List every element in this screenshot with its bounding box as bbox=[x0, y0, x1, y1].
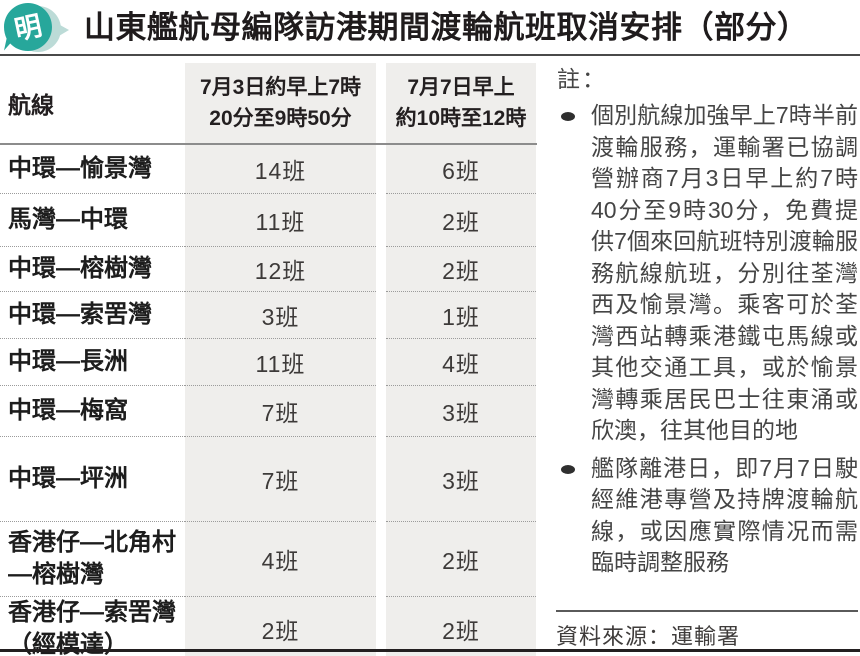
jul7-cancelled-count: 2班 bbox=[386, 246, 536, 291]
jul3-cancelled-count: 11班 bbox=[185, 338, 376, 385]
column-header-jul3: 7月3日約早上7時 20分至9時50分 bbox=[185, 63, 376, 143]
column-gap bbox=[376, 596, 386, 656]
column-gap bbox=[376, 338, 386, 385]
jul7-cancelled-count: 2班 bbox=[386, 521, 536, 596]
jul7-cancelled-count: 3班 bbox=[386, 385, 536, 436]
column-gap bbox=[376, 291, 386, 338]
jul3-cancelled-count: 11班 bbox=[185, 193, 376, 246]
jul7-cancelled-count: 2班 bbox=[386, 193, 536, 246]
column-gap bbox=[376, 436, 386, 521]
route-name: 中環—坪洲 bbox=[0, 436, 185, 521]
jul7-cancelled-count: 1班 bbox=[386, 291, 536, 338]
column-header-route: 航線 bbox=[8, 92, 54, 118]
table-row: 香港仔—北角村 —榕樹灣 4班 2班 bbox=[0, 521, 537, 596]
column-gap bbox=[376, 246, 386, 291]
jul3-cancelled-count: 4班 bbox=[185, 521, 376, 596]
logo-character: 明 bbox=[12, 10, 45, 45]
bottom-divider bbox=[0, 649, 860, 652]
jul7-cancelled-count: 2班 bbox=[386, 596, 536, 656]
jul3-cancelled-count: 14班 bbox=[185, 145, 376, 193]
jul7-cancelled-count: 6班 bbox=[386, 145, 536, 193]
route-name: 中環—愉景灣 bbox=[8, 154, 152, 182]
bullet-icon bbox=[561, 112, 575, 121]
mingpao-logo-icon: 明 bbox=[4, 3, 69, 52]
route-name: 香港仔—索罟灣 （經模達） bbox=[0, 596, 185, 656]
note-item: 艦隊離港日，即7月7日駛經維港專營及持牌渡輪航線，或因應實際情况而需臨時調整服務 bbox=[557, 453, 858, 579]
route-name: 中環—索罟灣 bbox=[0, 291, 185, 338]
jul3-cancelled-count: 2班 bbox=[185, 596, 376, 656]
page-title: 山東艦航母編隊訪港期間渡輪航班取消安排（部分） bbox=[84, 10, 809, 45]
table-row: 中環—索罟灣 3班 1班 bbox=[0, 291, 537, 338]
note-text: 個別航線加強早上7時半前渡輪服務，運輸署已協調營辦商7月3日早上約7時40分至9… bbox=[591, 102, 858, 443]
column-gap bbox=[376, 521, 386, 596]
column-gap bbox=[376, 63, 386, 143]
jul7-cancelled-count: 4班 bbox=[386, 338, 536, 385]
route-name: 中環—榕樹灣 bbox=[0, 246, 185, 291]
table-row: 中環—梅窩 7班 3班 bbox=[0, 385, 537, 436]
route-name: 中環—梅窩 bbox=[0, 385, 185, 436]
note-item: 個別航線加強早上7時半前渡輪服務，運輸署已協調營辦商7月3日早上約7時40分至9… bbox=[557, 100, 858, 447]
jul7-cancelled-count: 3班 bbox=[386, 436, 536, 521]
notes-label: 註： bbox=[557, 66, 607, 92]
note-text: 艦隊離港日，即7月7日駛經維港專營及持牌渡輪航線，或因應實際情况而需臨時調整服務 bbox=[591, 454, 858, 576]
route-name: 香港仔—北角村 —榕樹灣 bbox=[0, 521, 185, 596]
column-gap bbox=[376, 193, 386, 246]
ferry-cancellation-table: 航線 7月3日約早上7時 20分至9時50分 7月7日早上 約10時至12時 中… bbox=[0, 63, 537, 656]
table-row: 中環—榕樹灣 12班 2班 bbox=[0, 246, 537, 291]
table-row: 中環—長洲 11班 4班 bbox=[0, 338, 537, 385]
column-gap bbox=[376, 145, 386, 193]
column-gap bbox=[376, 385, 386, 436]
title-divider bbox=[0, 54, 860, 56]
table-header-row: 航線 7月3日約早上7時 20分至9時50分 7月7日早上 約10時至12時 bbox=[0, 63, 537, 145]
column-header-jul7: 7月7日早上 約10時至12時 bbox=[386, 63, 536, 143]
table-row: 馬灣—中環 11班 2班 bbox=[0, 193, 537, 246]
jul3-cancelled-count: 7班 bbox=[185, 436, 376, 521]
table-row: 香港仔—索罟灣 （經模達） 2班 2班 bbox=[0, 596, 537, 656]
bullet-icon bbox=[561, 464, 575, 474]
masthead: 明 山東艦航母編隊訪港期間渡輪航班取消安排（部分） bbox=[0, 0, 860, 54]
table-row: 中環—坪洲 7班 3班 bbox=[0, 436, 537, 521]
jul3-cancelled-count: 3班 bbox=[185, 291, 376, 338]
data-source: 資料來源：運輸署 bbox=[556, 624, 741, 649]
route-name: 馬灣—中環 bbox=[0, 193, 185, 246]
route-name: 中環—長洲 bbox=[0, 338, 185, 385]
jul3-cancelled-count: 7班 bbox=[185, 385, 376, 436]
jul3-cancelled-count: 12班 bbox=[185, 246, 376, 291]
notes-panel: 註： 個別航線加強早上7時半前渡輪服務，運輸署已協調營辦商7月3日早上約7時40… bbox=[557, 60, 858, 585]
source-section: 資料來源：運輸署 bbox=[556, 610, 858, 651]
table-row: 中環—愉景灣 14班 6班 bbox=[0, 145, 537, 193]
